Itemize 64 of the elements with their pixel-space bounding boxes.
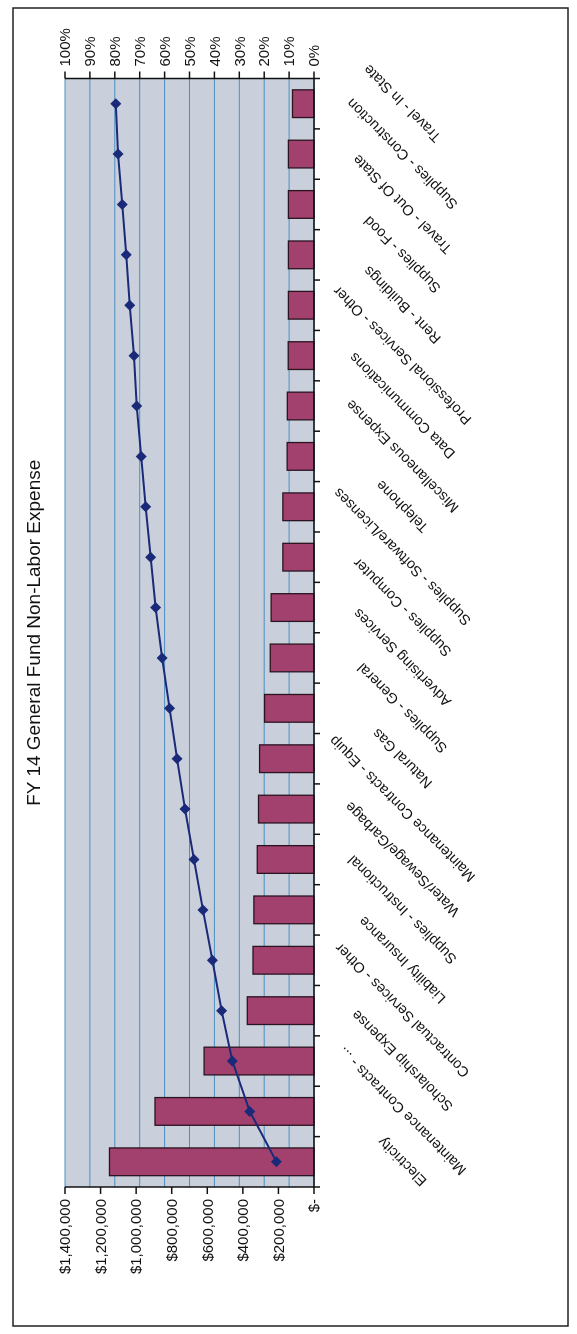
x2-tick-label: 40% [205,36,223,67]
bar [287,290,315,320]
point [150,602,162,614]
bar [287,240,315,270]
x-tick-label: $- [305,1199,323,1213]
x-tick-label: $1,400,000 [56,1199,74,1275]
bar [154,1096,315,1126]
x2-tick-label: 100% [56,28,74,67]
bar [257,794,315,824]
bar [246,996,315,1026]
x2-tick-label: 50% [180,36,198,67]
x2-tick-label: 70% [130,36,148,67]
point [216,1005,228,1017]
bar [258,744,315,774]
point [188,853,200,865]
x2-tick-label: 80% [106,36,124,67]
bar [263,693,315,723]
bar [203,1046,315,1076]
bar [286,391,315,421]
x-tick-label: $600,000 [198,1199,216,1262]
bar [282,492,315,522]
text: FY 14 General Fund Non-Labor Expense [23,459,44,806]
point [131,400,143,412]
x2-tick-label: 0% [305,44,323,67]
bar [253,895,315,925]
point [140,501,152,513]
point [124,299,136,311]
point [156,652,168,664]
point [116,198,128,210]
x-tick-label: $200,000 [269,1199,287,1262]
point [206,954,218,966]
point [135,450,147,462]
bar [287,341,315,371]
point [197,904,209,916]
point [145,551,157,563]
point [244,1105,256,1117]
x2-tick-label: 10% [280,36,298,67]
bar [270,593,315,623]
x2-tick-label: 30% [230,36,248,67]
bar [108,1147,315,1177]
bar [287,189,315,219]
bar [291,89,315,119]
point [226,1055,238,1067]
point [164,702,176,714]
x-tick-label: $400,000 [234,1199,252,1262]
x-tick-label: $1,200,000 [91,1199,109,1275]
point [179,803,191,815]
x2-tick-label: 60% [155,36,173,67]
x2-tick-label: 20% [255,36,273,67]
bar [252,945,315,975]
bar [256,844,315,874]
x2-tick-label: 90% [81,36,99,67]
point [120,249,132,261]
point [112,148,124,160]
point [270,1156,282,1168]
point [110,98,122,110]
bar [286,441,315,471]
point [128,350,140,362]
point [171,753,183,765]
bar [282,542,315,572]
x-tick-label: $800,000 [162,1199,180,1262]
x-tick-label: $1,000,000 [127,1199,145,1275]
bar [287,139,315,169]
bar [269,643,315,673]
